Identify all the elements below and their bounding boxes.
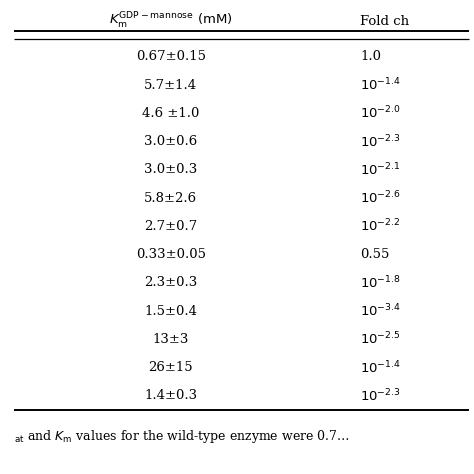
Text: 1.0: 1.0	[360, 50, 381, 64]
Text: 0.33±0.05: 0.33±0.05	[136, 248, 206, 261]
Text: $10^{-1.4}$: $10^{-1.4}$	[360, 77, 401, 93]
Text: $10^{-2.0}$: $10^{-2.0}$	[360, 105, 401, 122]
Text: 3.0±0.6: 3.0±0.6	[144, 135, 197, 148]
Text: $_{\mathrm{at}}$ and $K_{\mathrm{m}}$ values for the wild-type enzyme were 0.7…: $_{\mathrm{at}}$ and $K_{\mathrm{m}}$ va…	[14, 428, 350, 445]
Text: $10^{-2.3}$: $10^{-2.3}$	[360, 133, 401, 150]
Text: $10^{-2.5}$: $10^{-2.5}$	[360, 331, 401, 347]
Text: 13±3: 13±3	[153, 333, 189, 346]
Text: 3.0±0.3: 3.0±0.3	[144, 164, 197, 176]
Text: 5.7±1.4: 5.7±1.4	[144, 79, 197, 91]
Text: $10^{-2.6}$: $10^{-2.6}$	[360, 190, 401, 206]
Text: 4.6 ±1.0: 4.6 ±1.0	[142, 107, 200, 120]
Text: Fold ch: Fold ch	[360, 15, 410, 28]
Text: $10^{-2.2}$: $10^{-2.2}$	[360, 218, 400, 235]
Text: $10^{-3.4}$: $10^{-3.4}$	[360, 303, 401, 319]
Text: $10^{-2.3}$: $10^{-2.3}$	[360, 388, 401, 404]
Text: 2.7±0.7: 2.7±0.7	[144, 220, 197, 233]
Text: 0.55: 0.55	[360, 248, 390, 261]
Text: 5.8±2.6: 5.8±2.6	[144, 191, 197, 205]
Text: 1.5±0.4: 1.5±0.4	[144, 305, 197, 318]
Text: $10^{-1.4}$: $10^{-1.4}$	[360, 359, 401, 376]
Text: 2.3±0.3: 2.3±0.3	[144, 276, 197, 289]
Text: $K_{\mathrm{m}}^{\mathrm{GDP-mannose}}\ \mathrm{(mM)}$: $K_{\mathrm{m}}^{\mathrm{GDP-mannose}}\ …	[109, 11, 232, 31]
Text: 26±15: 26±15	[148, 361, 193, 374]
Text: $10^{-2.1}$: $10^{-2.1}$	[360, 162, 401, 178]
Text: 1.4±0.3: 1.4±0.3	[144, 389, 197, 402]
Text: $10^{-1.8}$: $10^{-1.8}$	[360, 274, 401, 291]
Text: 0.67±0.15: 0.67±0.15	[136, 50, 206, 64]
